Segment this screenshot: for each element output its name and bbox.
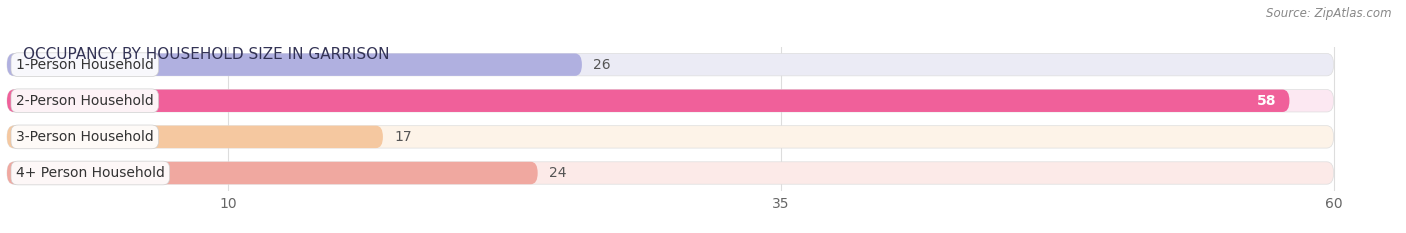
Text: 26: 26 — [593, 58, 610, 72]
Text: Source: ZipAtlas.com: Source: ZipAtlas.com — [1267, 7, 1392, 20]
Text: 4+ Person Household: 4+ Person Household — [15, 166, 165, 180]
FancyBboxPatch shape — [7, 162, 1334, 184]
FancyBboxPatch shape — [7, 89, 1334, 112]
Text: 3-Person Household: 3-Person Household — [15, 130, 153, 144]
Text: 17: 17 — [394, 130, 412, 144]
FancyBboxPatch shape — [7, 53, 582, 76]
FancyBboxPatch shape — [7, 162, 537, 184]
Text: 2-Person Household: 2-Person Household — [15, 94, 153, 108]
FancyBboxPatch shape — [7, 126, 1334, 148]
Text: 58: 58 — [1257, 94, 1277, 108]
FancyBboxPatch shape — [7, 126, 382, 148]
FancyBboxPatch shape — [7, 53, 1334, 76]
FancyBboxPatch shape — [7, 89, 1289, 112]
Text: 1-Person Household: 1-Person Household — [15, 58, 153, 72]
Text: 24: 24 — [548, 166, 567, 180]
Text: OCCUPANCY BY HOUSEHOLD SIZE IN GARRISON: OCCUPANCY BY HOUSEHOLD SIZE IN GARRISON — [24, 47, 389, 62]
